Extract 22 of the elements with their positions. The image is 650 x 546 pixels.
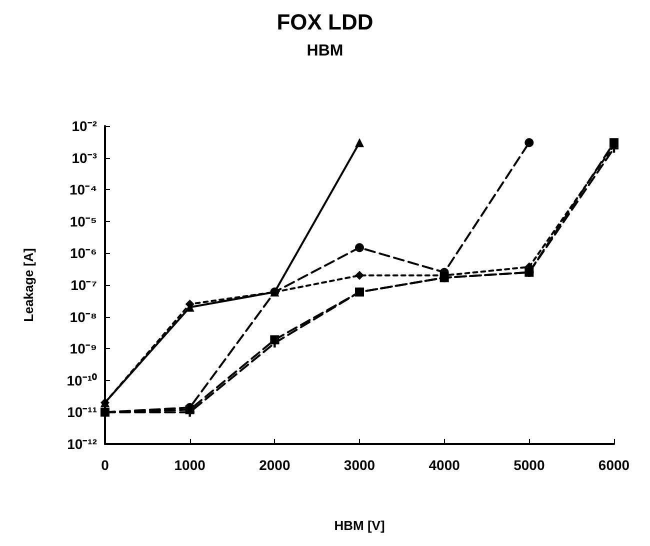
x-tick-label: 0 [101, 457, 110, 473]
chart-title: FOX LDD [276, 10, 374, 34]
y-tick-label: 10⁻⁶ [70, 245, 97, 262]
y-tick-label: 10⁻¹⁰ [66, 372, 97, 388]
y-tick-label: 10⁻⁵ [70, 213, 97, 230]
y-tick-label: 10⁻⁸ [70, 308, 97, 325]
x-tick-label: 5000 [514, 457, 545, 473]
y-tick-label: 10⁻⁴ [70, 182, 98, 198]
y-tick-label: 10⁻⁷ [70, 277, 98, 293]
y-axis-title: Leakage [A] [21, 248, 36, 322]
y-tick-label: 10⁻⁹ [70, 340, 97, 357]
y-tick-label: 10⁻¹² [67, 436, 98, 452]
x-tick-label: 4000 [428, 457, 460, 473]
x-tick-label: 6000 [598, 457, 630, 473]
x-tick-label: 1000 [174, 457, 206, 473]
y-tick-label: 10⁻³ [72, 150, 98, 166]
x-tick-label: 2000 [259, 457, 290, 473]
x-tick-label: 3000 [344, 457, 376, 473]
y-tick-label: 10⁻² [72, 118, 98, 134]
chart-subtitle: HBM [306, 42, 344, 60]
x-axis-title: HBM [V] [334, 518, 385, 533]
y-tick-label: 10⁻¹¹ [67, 404, 98, 420]
